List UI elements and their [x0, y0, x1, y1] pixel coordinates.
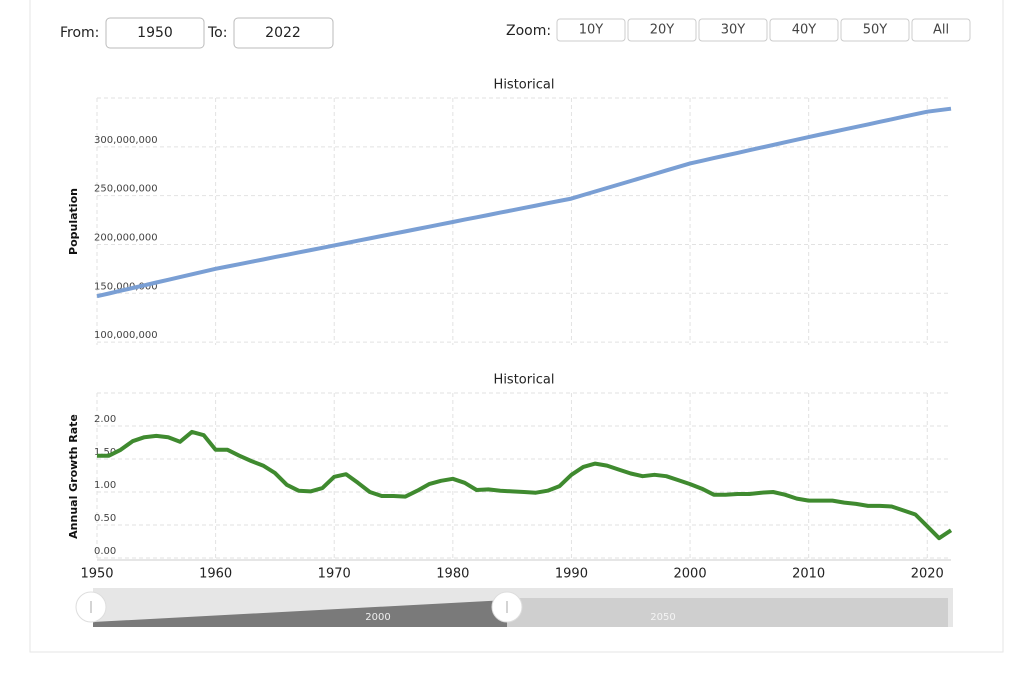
data-line	[96, 106, 952, 299]
zoom-button-label[interactable]: 30Y	[721, 23, 746, 38]
y-tick-label: 2.00	[94, 414, 116, 425]
x-tick-label: 1980	[436, 567, 469, 582]
chart-title: Historical	[494, 373, 555, 388]
navigator-area	[507, 598, 948, 627]
from-input[interactable]	[105, 17, 205, 49]
zoom-button-label[interactable]: All	[933, 23, 949, 38]
zoom-button[interactable]	[840, 18, 910, 42]
zoom-button-label[interactable]: 20Y	[650, 23, 675, 38]
navigator-label: 2050	[650, 612, 675, 623]
x-tick-label: 2020	[911, 567, 944, 582]
y-tick-label: 250,000,000	[94, 184, 158, 195]
x-tick-label: 1990	[555, 567, 588, 582]
zoom-label: Zoom:	[506, 23, 551, 39]
y-tick-label: 0.50	[94, 513, 116, 524]
to-label: To:	[207, 25, 227, 41]
y-tick-label: 300,000,000	[94, 135, 158, 146]
y-axis-label: Annual Growth Rate	[67, 414, 80, 539]
x-tick-label: 1950	[80, 567, 113, 582]
panel-border	[29, 0, 1004, 653]
y-axis-label: Population	[67, 188, 80, 255]
navigator-series	[93, 600, 507, 627]
zoom-button[interactable]	[627, 18, 697, 42]
chart-title: Historical	[494, 78, 555, 93]
zoom-button-label[interactable]: 10Y	[579, 23, 604, 38]
zoom-button-label[interactable]: 40Y	[792, 23, 817, 38]
y-tick-label: 1.50	[94, 447, 116, 458]
zoom-button[interactable]	[556, 18, 626, 42]
data-line	[97, 429, 953, 541]
y-tick-label: 200,000,000	[94, 232, 158, 243]
navigator-label: 2000	[365, 612, 390, 623]
to-input[interactable]	[233, 17, 334, 49]
zoom-group: 10Y 20Y 30Y 40Y 50Y All	[556, 18, 971, 42]
y-tick-label: 0.00	[94, 546, 116, 557]
from-label: From:	[60, 25, 99, 41]
zoom-button[interactable]	[911, 18, 971, 42]
from-value[interactable]: 1950	[137, 25, 173, 41]
x-tick-label: 2010	[792, 567, 825, 582]
x-tick-label: 1970	[318, 567, 351, 582]
y-tick-label: 100,000,000	[94, 330, 158, 341]
y-tick-label: 1.00	[94, 480, 116, 491]
charts: Historical Population 100,000,000 150,000,0…	[67, 78, 953, 582]
zoom-button[interactable]	[698, 18, 768, 42]
zoom-button[interactable]	[769, 18, 839, 42]
x-tick-label: 1960	[199, 567, 232, 582]
to-value[interactable]: 2022	[265, 25, 301, 41]
navigator: 2000 2050	[75, 588, 953, 627]
x-tick-label: 2000	[674, 567, 707, 582]
y-tick-label: 150,000,000	[94, 281, 158, 292]
zoom-button-label[interactable]: 50Y	[863, 23, 888, 38]
